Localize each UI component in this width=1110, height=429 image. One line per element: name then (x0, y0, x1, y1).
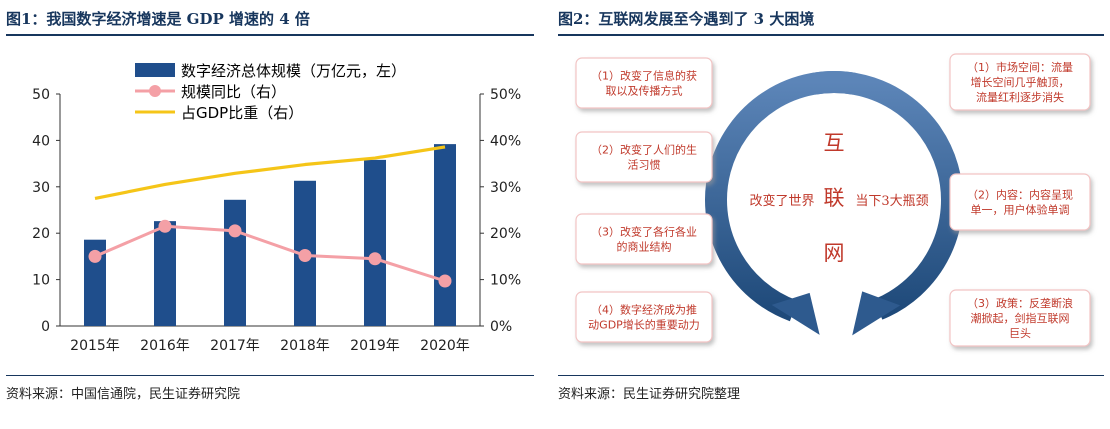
bar-digital-economy-2019年 (364, 159, 386, 326)
center-right-label: 当下3大瓶颈 (855, 194, 928, 209)
box-text-line: 的商业结构 (617, 240, 672, 254)
box-bg (575, 291, 713, 343)
x-tick-label: 2015年 (70, 338, 120, 354)
box-text-line: （2）改变了人们的生 (591, 143, 697, 157)
box-bg (575, 131, 713, 183)
x-tick-label: 2017年 (210, 338, 260, 354)
legend-label: 占GDP比重（右） (181, 104, 303, 122)
x-tick-label: 2019年 (350, 338, 400, 354)
box-text-line: （2）内容：内容呈现 (967, 188, 1073, 202)
line-gdp-share (94, 145, 446, 200)
point-yoy-2020年 (438, 274, 452, 288)
bar-digital-economy-2020年 (434, 144, 456, 326)
left-tick-label: 50 (32, 87, 50, 103)
box-text-line: 单一，用户体验单调 (971, 203, 1070, 217)
right-tick-label: 0% (490, 319, 512, 335)
box-text-line: （1）市场空间：流量 (967, 60, 1073, 74)
legend-swatch-bar (135, 63, 175, 77)
point-yoy-2018年 (298, 248, 312, 262)
right-source: 资料来源：民生证券研究院整理 (558, 387, 741, 402)
center-char: 联 (824, 186, 845, 210)
left-tick-label: 30 (32, 180, 50, 196)
bar-digital-economy-2016年 (154, 221, 176, 326)
box-bg (949, 289, 1091, 347)
right-tick-label: 10% (490, 273, 521, 289)
point-yoy-2017年 (228, 224, 242, 238)
right-title-rule (558, 34, 1104, 36)
box-text-line: 增长空间几乎触顶， (971, 75, 1070, 89)
box-text-line: 流量红利逐步消失 (976, 90, 1064, 104)
right-tick-label: 30% (490, 180, 521, 196)
box-text-line: 取以及传播方式 (606, 84, 683, 98)
center-char: 网 (824, 241, 845, 265)
box-bg (575, 213, 713, 265)
box-text-line: （3）政策：反垄断浪 (967, 296, 1073, 310)
box-bg (949, 53, 1091, 111)
left-tick-label: 0 (41, 319, 50, 335)
box-text-line: （3）改变了各行各业 (591, 225, 697, 239)
center-left-label: 改变了世界 (749, 193, 814, 209)
box-bg (949, 173, 1091, 231)
right-arc-arrow-body (811, 71, 963, 320)
right-tick-label: 40% (490, 133, 521, 149)
point-yoy-2016年 (158, 219, 172, 233)
left-tick-label: 20 (32, 226, 50, 242)
right-tick-label: 20% (490, 226, 521, 242)
bar-digital-economy-2017年 (224, 199, 246, 326)
left-title-rule (6, 34, 534, 36)
legend-marker-yoy (149, 85, 161, 97)
box-text-line: 巨头 (1009, 327, 1031, 340)
left-arrowhead (771, 292, 820, 335)
box-text-line: 潮掀起，剑指互联网 (971, 311, 1070, 325)
bar-digital-economy-2015年 (84, 239, 106, 326)
box-text-line: 动GDP增长的重要动力 (588, 318, 700, 332)
left-bottom-rule (6, 375, 534, 376)
legend-label: 数字经济总体规模（万亿元，左） (181, 62, 406, 80)
left-panel-title: 图1：我国数字经济增速是 GDP 增速的 4 倍 (6, 10, 310, 28)
box-bg (575, 57, 713, 109)
box-text-line: 活习惯 (628, 158, 661, 172)
box-text-line: （4）数字经济成为推 (591, 303, 697, 317)
x-tick-label: 2018年 (280, 338, 330, 354)
box-text-line: （1）改变了信息的获 (591, 69, 697, 83)
center-char: 互 (824, 131, 845, 155)
right-panel-title: 图2：互联网发展至今遇到了 3 大困境 (558, 10, 815, 28)
left-tick-label: 40 (32, 133, 50, 149)
left-arc-arrow-body (705, 71, 857, 322)
right-bottom-rule (558, 375, 1104, 376)
right-tick-label: 50% (490, 87, 521, 103)
line-yoy-growth (94, 224, 446, 283)
digital-economy-chart: 0 10 20 30 40 50 0% 10% 20% 30% 40% 50% 2015年 2016年 20… (32, 62, 521, 354)
x-tick-label: 2016年 (140, 338, 190, 354)
x-tick-label: 2020年 (420, 338, 470, 354)
legend-label: 规模同比（右） (181, 83, 286, 101)
point-yoy-2019年 (368, 252, 382, 266)
right-arrowhead (852, 291, 901, 336)
left-source: 资料来源：中国信通院，民生证券研究院 (6, 387, 241, 402)
left-tick-label: 10 (32, 273, 50, 289)
point-yoy-2015年 (88, 249, 102, 263)
